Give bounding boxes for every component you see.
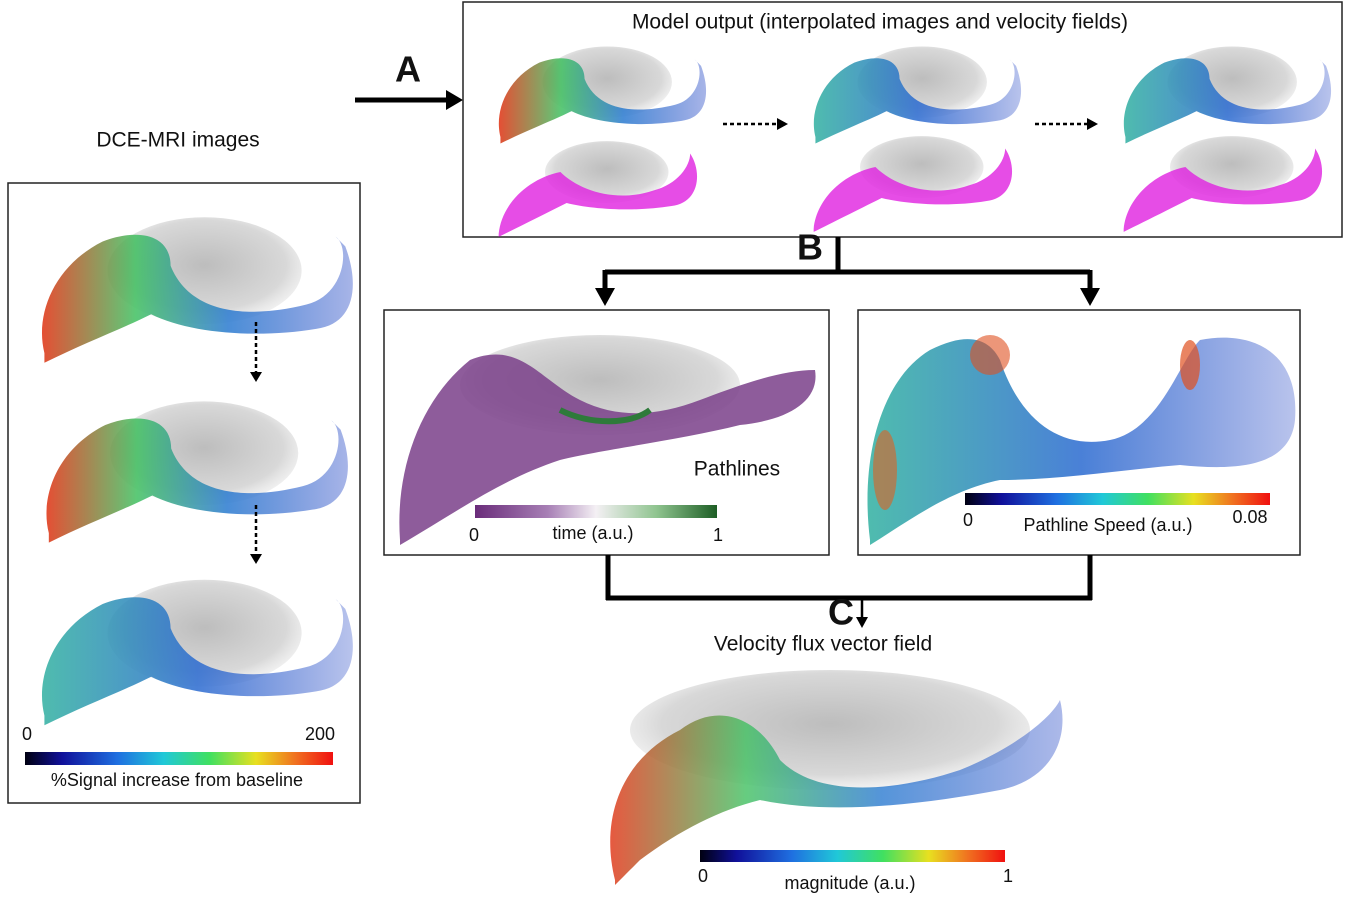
panel-title: DCE-MRI images	[96, 129, 259, 152]
colorbar-label: time (a.u.)	[552, 523, 633, 543]
arrow-head	[856, 617, 868, 628]
model-image	[1124, 46, 1331, 143]
figure: DCE-MRI images 0 200 %Signal increase fr…	[0, 0, 1355, 897]
velocity-image	[1124, 136, 1322, 232]
arrow-head	[1087, 118, 1098, 130]
colorbar-max: 200	[305, 724, 335, 744]
panel-title: Velocity flux vector field	[714, 633, 932, 656]
colorbar-min: 0	[469, 525, 479, 545]
step-label: A	[395, 49, 421, 90]
colorbar-max: 0.08	[1232, 507, 1267, 527]
panel-title: Model output (interpolated images and ve…	[632, 11, 1128, 34]
colorbar	[965, 493, 1270, 505]
colorbar-label: %Signal increase from baseline	[51, 770, 303, 790]
arrow-head	[595, 288, 1100, 306]
arrow-head	[250, 554, 262, 564]
step-label: B	[797, 227, 823, 268]
model-image	[499, 46, 706, 143]
connector	[605, 237, 1090, 290]
arrow-head	[446, 90, 463, 110]
mri-image	[42, 580, 353, 726]
colorbar	[475, 505, 717, 518]
mri-image	[46, 401, 347, 542]
colorbar-min: 0	[22, 724, 32, 744]
colorbar-min: 0	[963, 510, 973, 530]
mri-image	[42, 217, 353, 363]
step-label: C	[828, 592, 854, 633]
colorbar-min: 0	[698, 866, 708, 886]
colorbar	[700, 850, 1005, 862]
colorbar-max: 1	[1003, 866, 1013, 886]
velocity-image	[814, 136, 1012, 232]
arrow-head	[777, 118, 788, 130]
colorbar-max: 1	[713, 525, 723, 545]
velocity-image	[499, 141, 697, 237]
colorbar-label: Pathline Speed (a.u.)	[1023, 515, 1192, 535]
model-image	[814, 46, 1021, 143]
colorbar-label: magnitude (a.u.)	[784, 873, 915, 893]
colorbar	[25, 752, 333, 765]
panel-label: Pathlines	[694, 458, 780, 481]
speed-image	[868, 335, 1296, 545]
arrow-head	[250, 372, 262, 382]
